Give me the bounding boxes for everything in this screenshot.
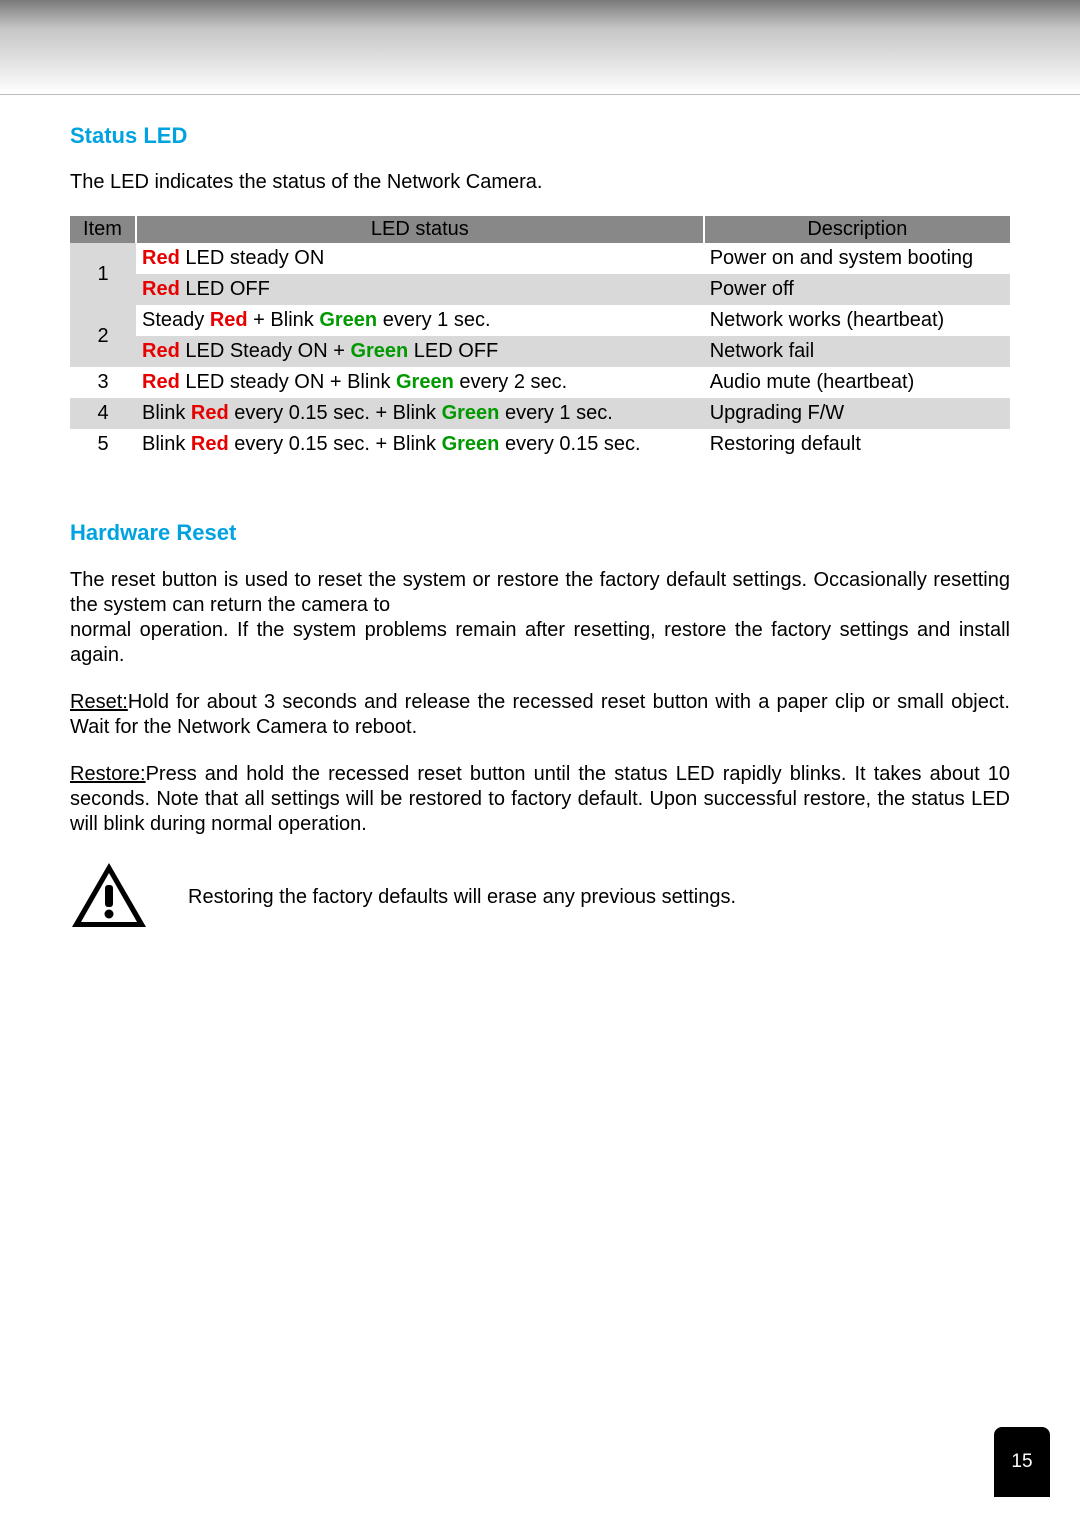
- status-led-intro: The LED indicates the status of the Netw…: [70, 171, 1010, 194]
- col-description: Description: [704, 216, 1010, 243]
- cell-led-status: Red LED steady ON + Blink Green every 2 …: [136, 367, 704, 398]
- table-row: 1Red LED steady ONPower on and system bo…: [70, 243, 1010, 274]
- hw-reset-para-restore: Restore:Press and hold the recessed rese…: [70, 762, 1010, 837]
- hw-reset-p1b: normal operation. If the system problems…: [70, 619, 1010, 666]
- reset-text: Hold for about 3 seconds and release the…: [70, 691, 1010, 738]
- cell-led-status: Red LED Steady ON + Green LED OFF: [136, 336, 704, 367]
- table-row: 4Blink Red every 0.15 sec. + Blink Green…: [70, 398, 1010, 429]
- table-header-row: Item LED status Description: [70, 216, 1010, 243]
- cell-description: Network fail: [704, 336, 1010, 367]
- table-row: 5Blink Red every 0.15 sec. + Blink Green…: [70, 429, 1010, 460]
- table-row: 3Red LED steady ON + Blink Green every 2…: [70, 367, 1010, 398]
- cell-description: Restoring default: [704, 429, 1010, 460]
- hw-reset-para-1: The reset button is used to reset the sy…: [70, 568, 1010, 668]
- col-item: Item: [70, 216, 136, 243]
- cell-led-status: Red LED steady ON: [136, 243, 704, 274]
- cell-led-status: Blink Red every 0.15 sec. + Blink Green …: [136, 429, 704, 460]
- table-row: 2Steady Red + Blink Green every 1 sec.Ne…: [70, 305, 1010, 336]
- restore-text: Press and hold the recessed reset button…: [70, 763, 1010, 835]
- col-led-status: LED status: [136, 216, 704, 243]
- cell-led-status: Steady Red + Blink Green every 1 sec.: [136, 305, 704, 336]
- cell-item: 5: [70, 429, 136, 460]
- cell-item: 4: [70, 398, 136, 429]
- status-led-table: Item LED status Description 1Red LED ste…: [70, 216, 1010, 460]
- status-led-heading: Status LED: [70, 123, 1010, 149]
- hw-reset-para-reset: Reset:Hold for about 3 seconds and relea…: [70, 690, 1010, 740]
- cell-led-status: Blink Red every 0.15 sec. + Blink Green …: [136, 398, 704, 429]
- cell-item: 2: [70, 305, 136, 367]
- page-number-tab: 15: [994, 1427, 1050, 1497]
- document-page: Status LED The LED indicates the status …: [0, 0, 1080, 1527]
- cell-item: 3: [70, 367, 136, 398]
- restore-label: Restore:: [70, 763, 146, 785]
- page-number: 15: [1011, 1451, 1032, 1473]
- cell-description: Audio mute (heartbeat): [704, 367, 1010, 398]
- table-row: Red LED OFFPower off: [70, 274, 1010, 305]
- warning-text: Restoring the factory defaults will eras…: [188, 886, 736, 909]
- cell-description: Power on and system booting: [704, 243, 1010, 274]
- cell-description: Power off: [704, 274, 1010, 305]
- cell-item: 1: [70, 243, 136, 305]
- top-banner: [0, 0, 1080, 95]
- cell-description: Upgrading F/W: [704, 398, 1010, 429]
- hw-reset-p1a: The reset button is used to reset the sy…: [70, 569, 1010, 616]
- content-area: Status LED The LED indicates the status …: [0, 95, 1080, 934]
- table-row: Red LED Steady ON + Green LED OFFNetwork…: [70, 336, 1010, 367]
- cell-description: Network works (heartbeat): [704, 305, 1010, 336]
- hardware-reset-heading: Hardware Reset: [70, 520, 1010, 546]
- warning-icon: [70, 861, 148, 934]
- cell-led-status: Red LED OFF: [136, 274, 704, 305]
- reset-label: Reset:: [70, 691, 128, 713]
- warning-row: Restoring the factory defaults will eras…: [70, 861, 1010, 934]
